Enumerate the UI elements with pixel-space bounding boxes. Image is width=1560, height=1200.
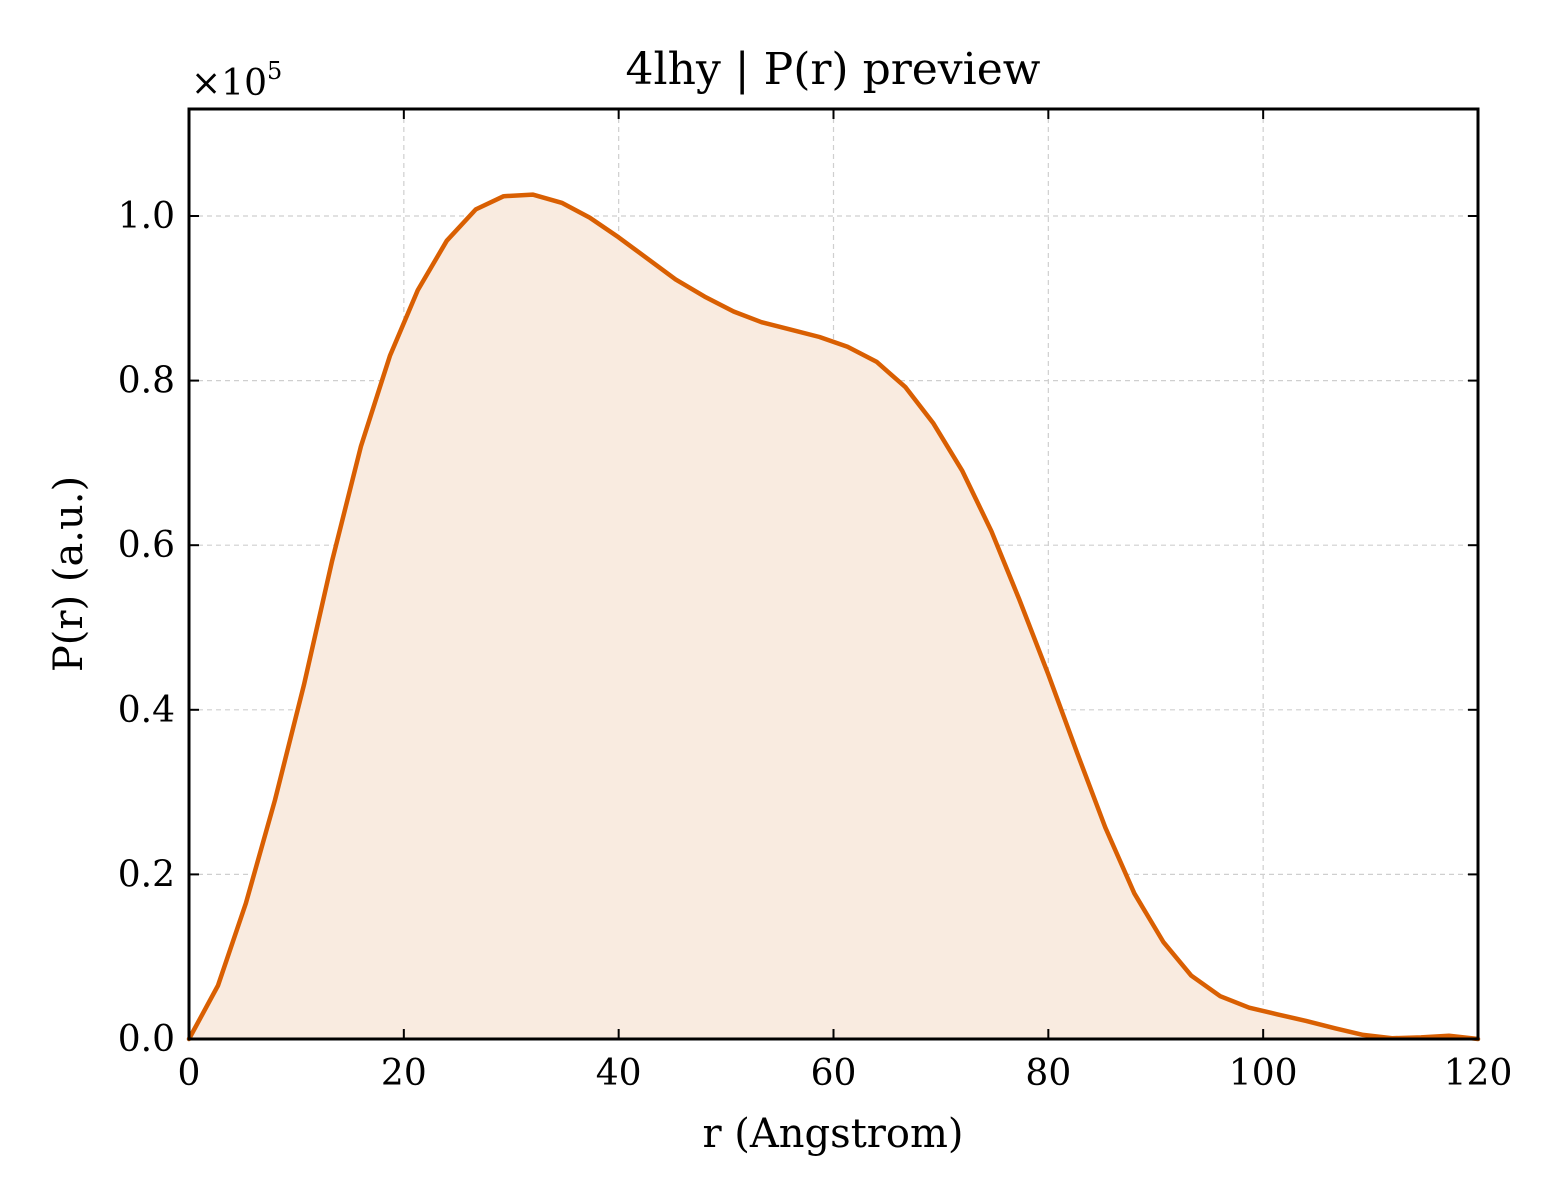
x-tick-label: 0 xyxy=(178,1053,201,1094)
series-line xyxy=(186,192,1481,1042)
area-fill xyxy=(189,194,1478,1040)
x-tick-label: 60 xyxy=(811,1053,857,1094)
x-tick-label: 20 xyxy=(381,1053,427,1094)
y-tick-label: 0.2 xyxy=(118,854,175,895)
y-tick-label: 0.4 xyxy=(118,690,175,731)
x-axis-label: r (Angstrom) xyxy=(702,1111,963,1157)
y-scale-multiplier: ×105 xyxy=(191,57,282,104)
chart-title: 4lhy | P(r) preview xyxy=(626,44,1041,95)
x-tick-label: 120 xyxy=(1444,1053,1513,1094)
y-tick-label: 1.0 xyxy=(118,196,175,237)
y-scale-base: ×10 xyxy=(191,63,267,104)
x-tick-label: 100 xyxy=(1229,1053,1298,1094)
y-axis-label: P(r) (a.u.) xyxy=(46,476,92,672)
y-tick-label: 0.8 xyxy=(118,361,175,402)
y-scale-exponent: 5 xyxy=(267,57,282,85)
x-tick-label: 80 xyxy=(1025,1053,1071,1094)
y-tick-label: 0.0 xyxy=(118,1019,175,1060)
x-tick-label: 40 xyxy=(596,1053,642,1094)
y-tick-label: 0.6 xyxy=(118,525,175,566)
axis-ticks: 0 20 40 60 80 100 120 0.0 0.2 0.4 0.6 0.8 1.0 xyxy=(118,109,1513,1094)
